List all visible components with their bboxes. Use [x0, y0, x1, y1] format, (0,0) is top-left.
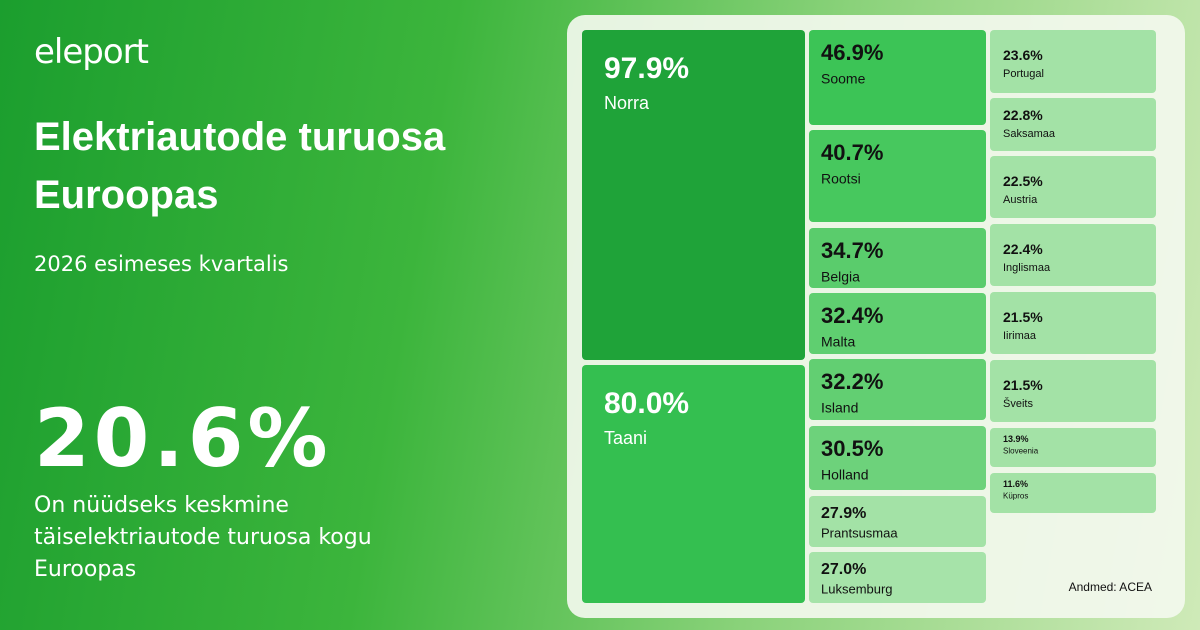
tile: [809, 426, 986, 490]
value-label: 32.4%: [821, 303, 883, 328]
brand-logo: eleport: [34, 32, 149, 72]
value-label: 22.8%: [1003, 107, 1043, 123]
tile: [809, 228, 986, 288]
category-label: Šveits: [1003, 397, 1033, 410]
tile: [990, 360, 1156, 422]
value-label: 23.6%: [1003, 47, 1043, 63]
headline-stat: 20.6%: [34, 392, 332, 485]
category-label: Sloveenia: [1003, 447, 1039, 456]
category-label: Holland: [821, 467, 868, 483]
category-label: Austria: [1003, 194, 1038, 206]
value-label: 46.9%: [821, 40, 883, 65]
tile: [809, 30, 986, 125]
tile: [809, 359, 986, 420]
tile: [990, 224, 1156, 286]
category-label: Luksemburg: [821, 582, 893, 597]
tile: [809, 552, 986, 603]
tile: [582, 365, 805, 603]
tile: [990, 428, 1156, 467]
tile: [990, 156, 1156, 218]
category-label: Saksamaa: [1003, 128, 1056, 140]
value-label: 34.7%: [821, 238, 883, 263]
category-label: Prantsusmaa: [821, 526, 898, 541]
value-label: 27.9%: [821, 505, 866, 522]
tile: [990, 473, 1156, 513]
tile: [809, 293, 986, 354]
category-label: Malta: [821, 334, 855, 350]
tile: [990, 98, 1156, 151]
value-label: 21.5%: [1003, 309, 1043, 325]
value-label: 22.5%: [1003, 173, 1043, 189]
category-label: Island: [821, 400, 858, 416]
description: On nüüdseks keskmine täiselektriautode t…: [34, 493, 372, 582]
tile: [990, 30, 1156, 93]
value-label: 11.6%: [1003, 479, 1028, 489]
title: Elektriautode turuosa Euroopas: [34, 115, 446, 217]
category-label: Rootsi: [821, 171, 861, 187]
value-label: 40.7%: [821, 140, 883, 165]
tile: [809, 130, 986, 222]
category-label: Iirimaa: [1003, 330, 1037, 342]
value-label: 30.5%: [821, 436, 883, 461]
value-label: 80.0%: [604, 387, 689, 420]
category-label: Soome: [821, 71, 866, 87]
source: Andmed: ACEA: [1069, 580, 1152, 594]
tile: [582, 30, 805, 360]
value-label: 21.5%: [1003, 377, 1043, 393]
tile: [990, 292, 1156, 354]
category-label: Belgia: [821, 269, 860, 285]
category-label: Norra: [604, 93, 650, 113]
value-label: 97.9%: [604, 52, 689, 85]
category-label: Inglismaa: [1003, 262, 1051, 274]
category-label: Taani: [604, 428, 647, 448]
category-label: Portugal: [1003, 68, 1044, 80]
value-label: 27.0%: [821, 561, 866, 578]
value-label: 32.2%: [821, 369, 883, 394]
value-label: 13.9%: [1003, 434, 1029, 444]
value-label: 22.4%: [1003, 241, 1043, 257]
subtitle: 2026 esimeses kvartalis: [34, 252, 289, 276]
category-label: Küpros: [1003, 492, 1028, 501]
tile: [809, 496, 986, 547]
